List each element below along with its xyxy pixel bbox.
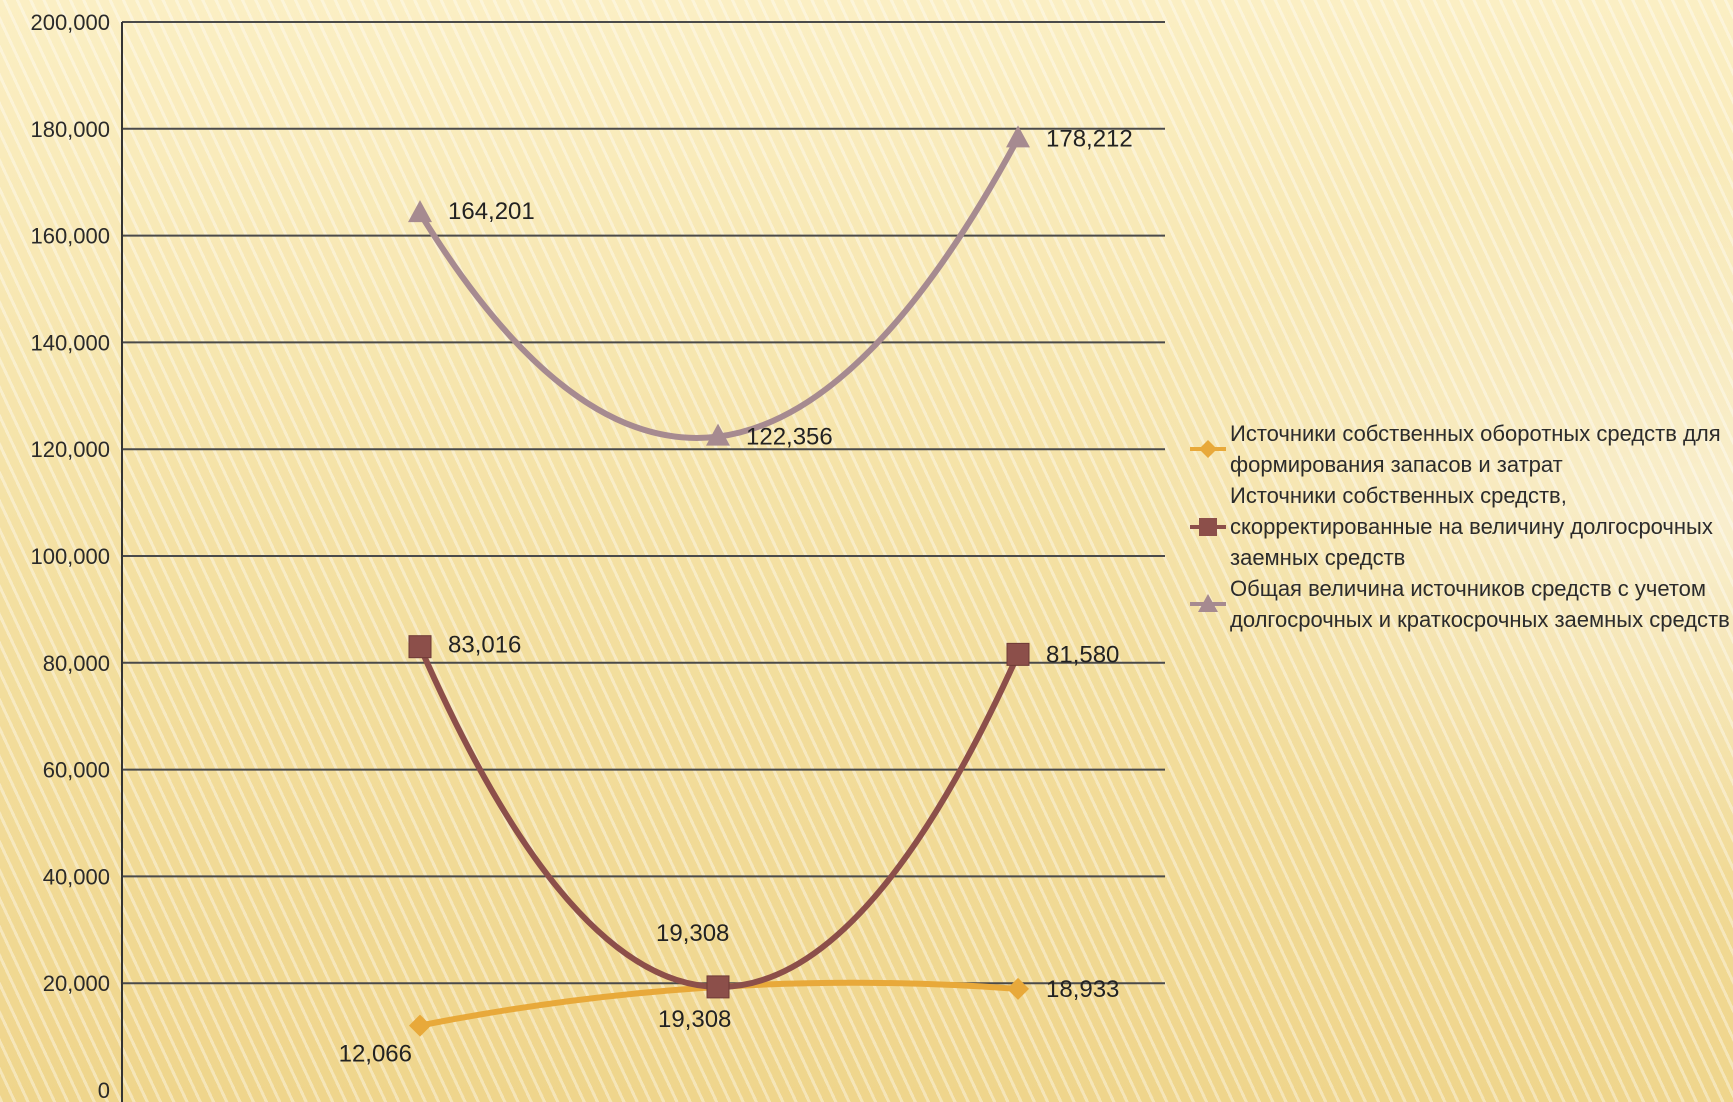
y-tick-label: 140,000	[30, 330, 110, 355]
series-lines	[417, 135, 1021, 1029]
square-marker	[1006, 642, 1030, 666]
y-tick-label: 0	[98, 1078, 110, 1102]
triangle-marker	[408, 200, 432, 223]
data-label: 19,308	[656, 920, 729, 947]
data-label: 122,356	[746, 424, 833, 451]
square-marker	[408, 635, 432, 659]
data-label: 19,308	[658, 1006, 731, 1033]
square-marker-icon	[1190, 517, 1226, 536]
legend-item: Источники собственных оборотных средств …	[1190, 418, 1730, 480]
legend-label: Источники собственных средств, скорректи…	[1230, 483, 1713, 570]
data-labels: 12,066 19,308 18,933 83,016 19,308 81,580 164,…	[339, 125, 1133, 1067]
diamond-marker	[1007, 977, 1029, 1000]
legend-item: Общая величина источников средств с учет…	[1190, 573, 1730, 635]
y-tick-label: 120,000	[30, 437, 110, 462]
y-tick-label: 80,000	[43, 651, 110, 676]
gridlines	[122, 21, 1165, 985]
y-tick-label: 40,000	[43, 864, 110, 889]
y-tick-label: 200,000	[30, 10, 110, 35]
legend: Источники собственных оборотных средств …	[1190, 418, 1730, 635]
legend-label: Источники собственных оборотных средств …	[1230, 421, 1721, 477]
y-tick-label: 60,000	[43, 758, 110, 783]
triangle-marker	[1006, 125, 1030, 148]
series-markers	[408, 125, 1030, 1037]
triangle-marker	[706, 423, 730, 446]
y-tick-label: 20,000	[43, 971, 110, 996]
data-label: 164,201	[448, 198, 535, 225]
legend-item: Источники собственных средств, скорректи…	[1190, 480, 1730, 573]
data-label: 81,580	[1046, 641, 1119, 668]
diamond-marker-icon	[1190, 440, 1226, 458]
data-label: 12,066	[339, 1041, 412, 1068]
y-tick-label: 160,000	[30, 224, 110, 249]
y-tick-label: 180,000	[30, 117, 110, 142]
data-label: 83,016	[448, 632, 521, 659]
y-axis-tick-labels: 0 20,000 40,000 60,000 80,000 100,000 120,000 1…	[30, 10, 110, 1102]
square-marker	[706, 975, 730, 999]
data-label: 18,933	[1046, 976, 1119, 1003]
series-line	[417, 135, 1021, 441]
y-tick-label: 100,000	[30, 544, 110, 569]
data-label: 178,212	[1046, 125, 1133, 152]
diamond-marker	[409, 1014, 431, 1037]
legend-label: Общая величина источников средств с учет…	[1230, 576, 1730, 632]
triangle-marker-icon	[1190, 594, 1226, 612]
